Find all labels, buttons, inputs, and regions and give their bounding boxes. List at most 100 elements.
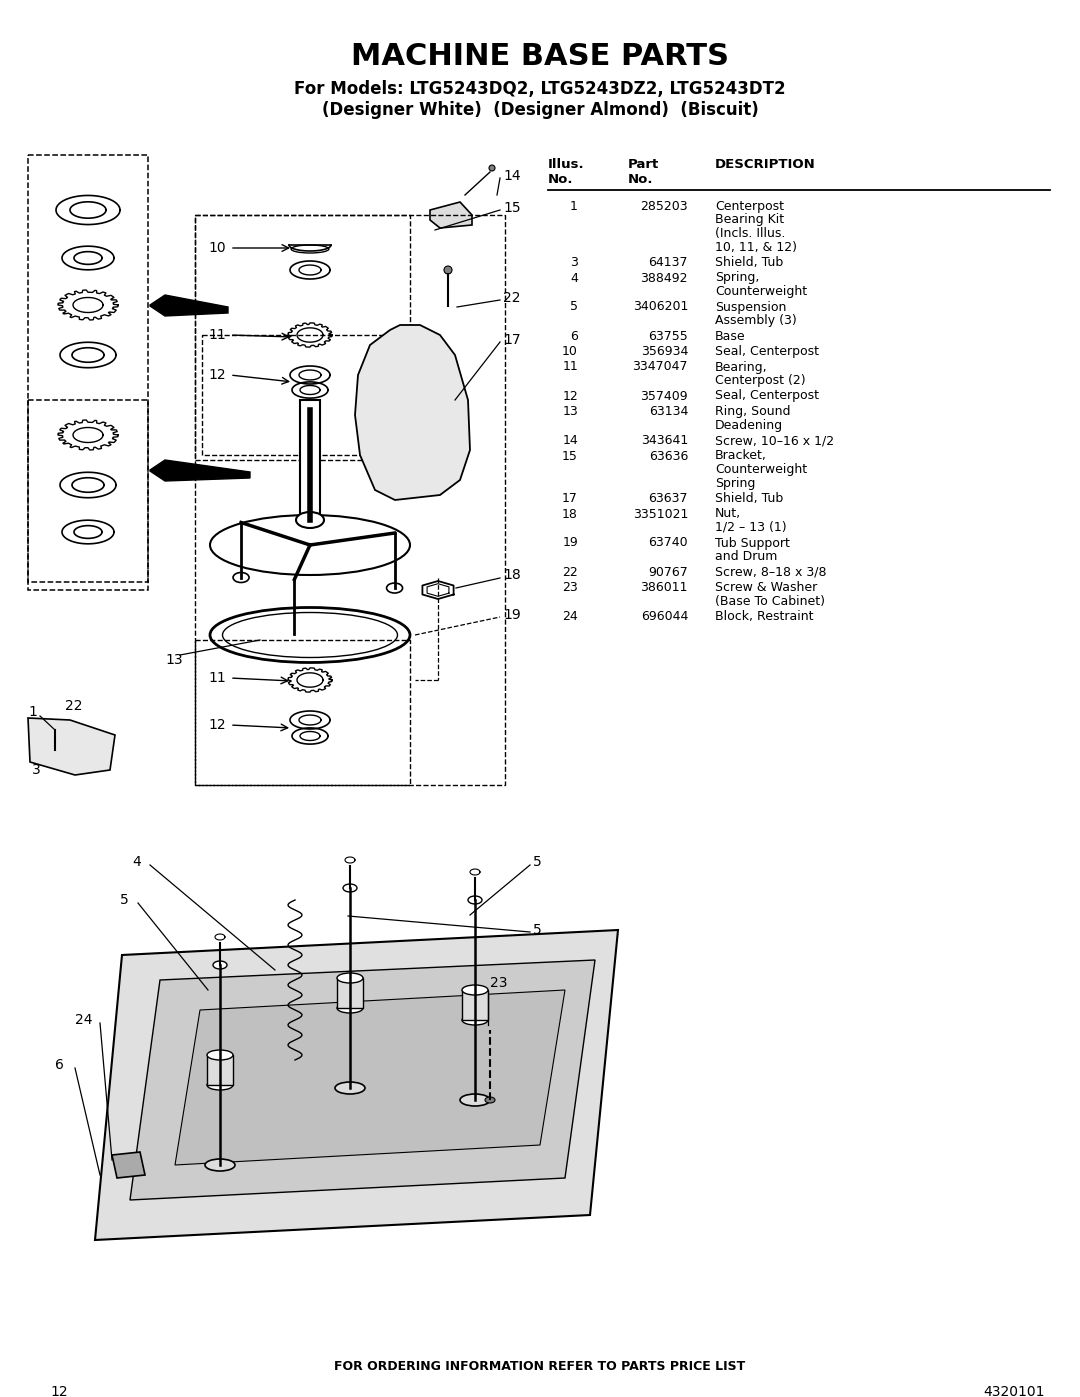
Polygon shape: [112, 1153, 145, 1178]
Text: Centerpost (2): Centerpost (2): [715, 374, 806, 387]
Text: 17: 17: [562, 492, 578, 504]
Text: Illus.: Illus.: [548, 158, 584, 170]
Text: 5: 5: [120, 893, 129, 907]
Ellipse shape: [205, 1160, 235, 1171]
Ellipse shape: [51, 722, 59, 731]
Text: 15: 15: [562, 450, 578, 462]
Text: 4320101: 4320101: [984, 1384, 1045, 1397]
Text: 1: 1: [28, 705, 37, 719]
Text: MACHINE BASE PARTS: MACHINE BASE PARTS: [351, 42, 729, 71]
Text: 3347047: 3347047: [633, 360, 688, 373]
Text: Screw & Washer: Screw & Washer: [715, 581, 818, 594]
Text: Base: Base: [715, 330, 745, 342]
Bar: [462, 990, 488, 1020]
Text: 6: 6: [55, 1058, 64, 1071]
Text: 63134: 63134: [649, 405, 688, 418]
Text: 12: 12: [50, 1384, 68, 1397]
Ellipse shape: [485, 1097, 495, 1104]
Ellipse shape: [233, 573, 249, 583]
Text: Bearing Kit: Bearing Kit: [715, 214, 784, 226]
Text: 11: 11: [563, 360, 578, 373]
Ellipse shape: [343, 884, 357, 893]
Text: 6: 6: [570, 330, 578, 342]
Text: 90767: 90767: [648, 566, 688, 578]
Text: 343641: 343641: [640, 434, 688, 447]
Text: 22: 22: [503, 291, 521, 305]
Text: (Designer White)  (Designer Almond)  (Biscuit): (Designer White) (Designer Almond) (Bisc…: [322, 101, 758, 119]
Text: 24: 24: [563, 610, 578, 623]
Text: 357409: 357409: [640, 390, 688, 402]
Ellipse shape: [337, 972, 363, 983]
Text: 64137: 64137: [648, 256, 688, 270]
Text: Deadening: Deadening: [715, 419, 783, 432]
Ellipse shape: [337, 1003, 363, 1013]
Text: (Base To Cabinet): (Base To Cabinet): [715, 595, 825, 608]
Text: 285203: 285203: [640, 200, 688, 212]
Text: 63740: 63740: [648, 536, 688, 549]
Text: and Drum: and Drum: [715, 550, 778, 563]
Text: Part: Part: [627, 158, 659, 170]
Text: 13: 13: [165, 652, 183, 666]
Text: FOR ORDERING INFORMATION REFER TO PARTS PRICE LIST: FOR ORDERING INFORMATION REFER TO PARTS …: [335, 1361, 745, 1373]
Polygon shape: [150, 460, 249, 481]
Text: Assembly (3): Assembly (3): [715, 314, 797, 327]
Text: Spring,: Spring,: [715, 271, 759, 285]
Text: 11: 11: [208, 671, 226, 685]
Text: Seal, Centerpost: Seal, Centerpost: [715, 390, 819, 402]
Ellipse shape: [462, 985, 488, 995]
Text: 12: 12: [563, 390, 578, 402]
Text: Bracket,: Bracket,: [715, 450, 767, 462]
Bar: [195, 640, 410, 785]
Bar: [202, 335, 407, 455]
Text: 22: 22: [563, 566, 578, 578]
Ellipse shape: [489, 165, 495, 170]
Text: (Incls. Illus.: (Incls. Illus.: [715, 226, 785, 240]
Text: No.: No.: [548, 173, 573, 186]
Text: 11: 11: [208, 328, 226, 342]
Text: 18: 18: [562, 507, 578, 521]
Text: Block, Restraint: Block, Restraint: [715, 610, 813, 623]
Text: 5: 5: [534, 923, 542, 937]
Text: 5: 5: [570, 300, 578, 313]
Text: 356934: 356934: [640, 345, 688, 358]
Text: 388492: 388492: [640, 271, 688, 285]
Bar: [28, 400, 148, 583]
Ellipse shape: [462, 1016, 488, 1025]
Text: 386011: 386011: [640, 581, 688, 594]
Ellipse shape: [460, 1094, 490, 1106]
Text: 23: 23: [490, 977, 508, 990]
Text: Bearing,: Bearing,: [715, 360, 768, 373]
Text: 12: 12: [208, 718, 226, 732]
Text: For Models: LTG5243DQ2, LTG5243DZ2, LTG5243DT2: For Models: LTG5243DQ2, LTG5243DZ2, LTG5…: [294, 80, 786, 98]
Text: 3406201: 3406201: [633, 300, 688, 313]
Text: Nut,: Nut,: [715, 507, 741, 521]
Text: Screw, 10–16 x 1/2: Screw, 10–16 x 1/2: [715, 434, 834, 447]
Ellipse shape: [387, 583, 403, 594]
Text: 3: 3: [32, 763, 41, 777]
Text: 3351021: 3351021: [633, 507, 688, 521]
Ellipse shape: [292, 244, 329, 253]
Bar: [195, 215, 410, 460]
Polygon shape: [95, 930, 618, 1241]
Text: Spring: Spring: [715, 476, 755, 489]
Ellipse shape: [296, 511, 324, 528]
Text: 10, 11, & 12): 10, 11, & 12): [715, 240, 797, 253]
Ellipse shape: [210, 608, 410, 662]
Polygon shape: [355, 326, 470, 500]
Bar: [195, 215, 505, 785]
Ellipse shape: [335, 1083, 365, 1094]
Text: Counterweight: Counterweight: [715, 462, 807, 476]
Ellipse shape: [444, 265, 453, 274]
Text: 18: 18: [503, 569, 521, 583]
Text: 1/2 – 13 (1): 1/2 – 13 (1): [715, 521, 786, 534]
Text: Suspension: Suspension: [715, 300, 786, 313]
Text: Shield, Tub: Shield, Tub: [715, 492, 783, 504]
Text: 10: 10: [208, 242, 226, 256]
Ellipse shape: [468, 895, 482, 904]
Text: Ring, Sound: Ring, Sound: [715, 405, 791, 418]
Text: No.: No.: [627, 173, 653, 186]
Text: 24: 24: [75, 1013, 93, 1027]
Text: 15: 15: [503, 201, 521, 215]
Text: Centerpost: Centerpost: [715, 200, 784, 212]
Polygon shape: [28, 718, 114, 775]
